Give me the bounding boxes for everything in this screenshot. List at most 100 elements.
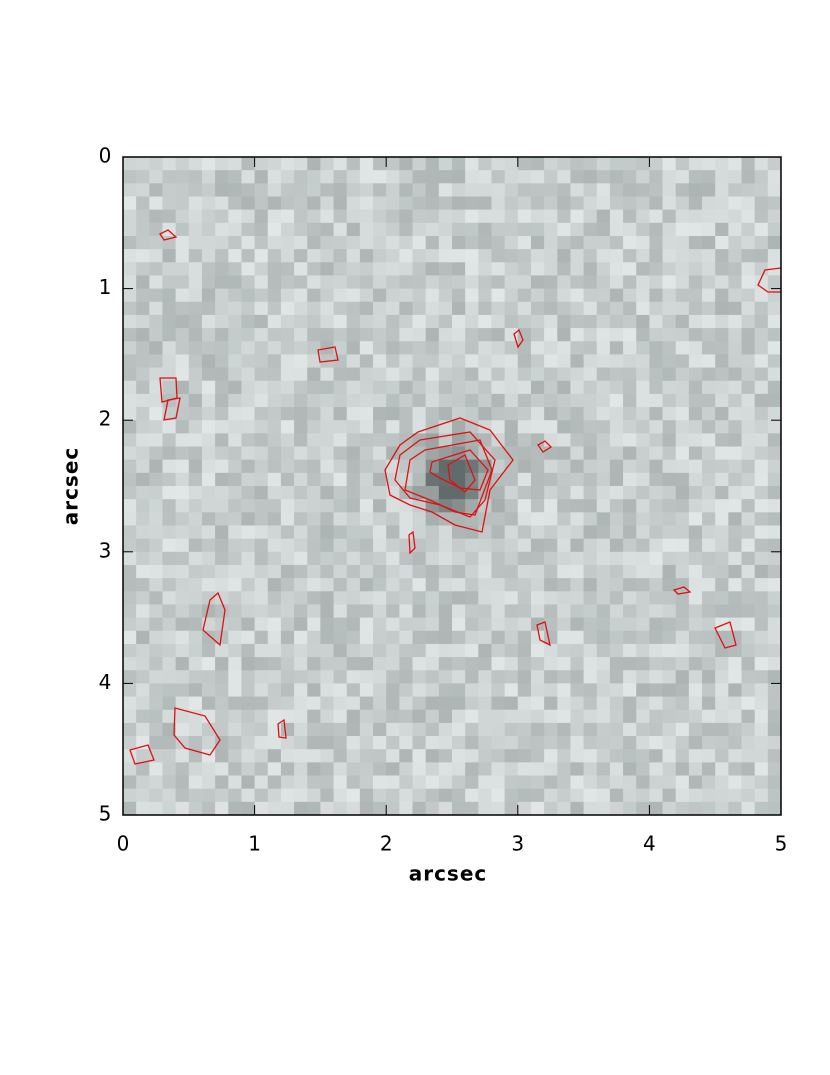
pixel: [517, 604, 532, 619]
pixel: [623, 235, 637, 250]
pixel: [754, 630, 769, 645]
pixel: [623, 499, 637, 513]
pixel: [478, 722, 492, 737]
pixel: [359, 512, 374, 526]
image: [123, 157, 782, 816]
pixel: [136, 630, 150, 645]
pixel: [504, 749, 519, 763]
pixel: [399, 499, 414, 513]
pixel: [280, 209, 295, 224]
pixel: [386, 275, 400, 290]
pixel: [675, 709, 690, 724]
pixel: [491, 775, 506, 790]
pixel: [728, 196, 743, 211]
pixel: [649, 643, 664, 658]
pixel: [649, 328, 664, 342]
pixel: [465, 328, 479, 342]
pixel: [294, 604, 308, 619]
pixel: [228, 209, 242, 224]
pixel: [386, 262, 400, 276]
pixel: [544, 486, 558, 500]
pixel: [662, 578, 677, 592]
pixel: [728, 683, 743, 698]
pixel: [517, 393, 532, 408]
pixel: [188, 459, 203, 474]
pixel: [267, 196, 282, 211]
pixel: [320, 314, 335, 329]
pixel: [741, 670, 756, 684]
pixel: [201, 459, 216, 474]
pixel: [215, 788, 229, 803]
pixel: [241, 354, 256, 369]
pixel: [478, 262, 492, 276]
pixel: [399, 288, 414, 303]
pixel: [491, 222, 506, 237]
pixel: [504, 262, 519, 276]
pixel: [491, 209, 506, 224]
pixel: [149, 288, 163, 303]
pixel: [346, 433, 361, 448]
pixel: [754, 591, 769, 605]
pixel: [320, 591, 335, 605]
pixel: [294, 591, 308, 605]
pixel: [215, 393, 229, 408]
pixel: [702, 393, 716, 408]
pixel: [123, 209, 137, 224]
pixel: [649, 696, 664, 711]
pixel: [491, 354, 506, 369]
pixel: [373, 525, 387, 540]
pixel: [504, 196, 519, 211]
pixel: [570, 551, 585, 566]
pixel: [557, 380, 571, 395]
pixel: [254, 604, 269, 619]
pixel: [149, 354, 163, 369]
pixel: [662, 275, 677, 290]
pixel: [294, 736, 308, 750]
pixel: [438, 604, 453, 619]
pixel: [767, 314, 782, 329]
pixel: [136, 222, 150, 237]
pixel: [373, 801, 387, 816]
pixel: [188, 683, 203, 698]
pixel: [465, 683, 479, 698]
pixel: [728, 722, 743, 737]
pixel: [596, 736, 611, 750]
x-tick-label: 3: [511, 832, 524, 856]
pixel: [715, 512, 729, 526]
pixel: [530, 275, 545, 290]
pixel: [228, 196, 242, 211]
pixel: [412, 630, 427, 645]
pixel: [386, 196, 400, 211]
pixel: [280, 551, 295, 566]
pixel: [715, 683, 729, 698]
pixel: [425, 551, 440, 566]
pixel: [728, 801, 743, 816]
pixel: [688, 499, 703, 513]
pixel: [452, 314, 466, 329]
pixel: [175, 643, 190, 658]
pixel: [675, 788, 690, 803]
pixel: [609, 630, 624, 645]
pixel: [636, 314, 650, 329]
pixel: [215, 301, 229, 316]
pixel: [425, 801, 440, 816]
pixel: [728, 630, 743, 645]
pixel: [399, 275, 414, 290]
pixel: [267, 472, 282, 487]
pixel: [530, 235, 545, 250]
pixel: [688, 617, 703, 632]
pixel: [465, 314, 479, 329]
pixel: [544, 235, 558, 250]
pixel: [188, 538, 203, 553]
pixel: [596, 512, 611, 526]
pixel: [728, 341, 743, 355]
pixel: [491, 314, 506, 329]
pixel: [754, 722, 769, 737]
pixel: [254, 393, 269, 408]
pixel: [583, 604, 598, 619]
pixel: [228, 433, 242, 448]
pixel: [675, 591, 690, 605]
pixel: [425, 630, 440, 645]
pixel: [570, 657, 585, 671]
pixel: [399, 367, 414, 382]
